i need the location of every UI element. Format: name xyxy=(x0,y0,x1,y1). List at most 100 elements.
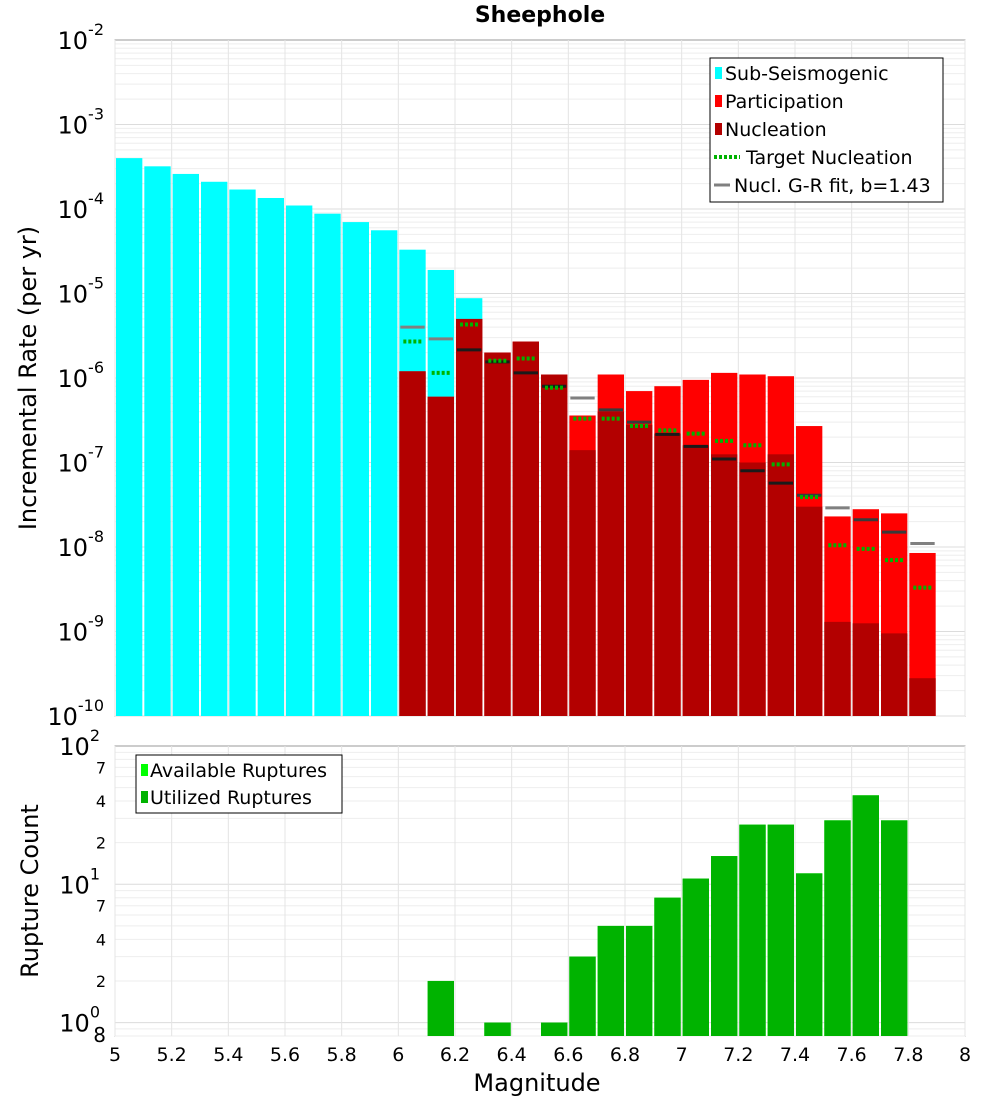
y-tick-label: 10-2 xyxy=(58,20,105,55)
legend-label: Target Nucleation xyxy=(745,147,913,169)
y-tick-label: 7 xyxy=(96,758,106,777)
legend-box xyxy=(709,57,944,203)
x-axis-ticks: 5 5.2 5.4 5.6 5.8 6 6.2 6.4 6.6 6.8 7 7.2 7.4 7.6 7.8 8 xyxy=(109,1044,971,1066)
rate-plot-bars xyxy=(116,158,936,717)
legend-swatch xyxy=(715,95,722,107)
legend-label: Participation xyxy=(725,91,844,113)
legend-swatch xyxy=(715,123,722,135)
utilized-ruptures-bar xyxy=(654,897,681,1036)
y-tick-label: 101 xyxy=(59,864,100,899)
sub-seismogenic-bar xyxy=(257,197,284,716)
utilized-ruptures-bar xyxy=(852,795,879,1036)
legend-label: Nucleation xyxy=(725,119,827,141)
y-tick-label: 2 xyxy=(96,834,106,853)
nucleation-bar xyxy=(824,621,851,716)
utilized-ruptures-bar xyxy=(711,856,738,1036)
sub-seismogenic-bar xyxy=(229,189,256,716)
y-tick-label: 10-10 xyxy=(47,696,104,731)
x-tick-label: 6.6 xyxy=(553,1044,583,1066)
nucleation-bar xyxy=(399,371,426,716)
legend-label: Nucl. G-R fit, b=1.43 xyxy=(734,175,931,197)
rate-plot: 10-2 10-3 10-4 10-5 10-6 10-7 10-8 10-9 10-10 Sh… xyxy=(14,3,966,731)
nucleation-bar xyxy=(682,445,709,716)
y-tick-label: 10-6 xyxy=(58,358,105,393)
nucleation-bar xyxy=(512,341,539,716)
sub-seismogenic-bar xyxy=(371,230,398,716)
sub-seismogenic-bar xyxy=(201,181,228,717)
x-tick-label: 7 xyxy=(676,1044,688,1066)
utilized-ruptures-bar xyxy=(626,925,653,1036)
sub-seismogenic-bar xyxy=(172,173,199,716)
x-tick-label: 6.4 xyxy=(497,1044,527,1066)
x-tick-label: 5.4 xyxy=(213,1044,243,1066)
nucleation-bar xyxy=(569,450,596,716)
y-tick-label: 10-3 xyxy=(58,105,105,140)
utilized-ruptures-bar xyxy=(541,1022,568,1036)
y-tick-label: 2 xyxy=(96,972,106,991)
nucleation-bar xyxy=(739,462,766,716)
utilized-ruptures-bar xyxy=(682,878,709,1036)
nucleation-bar xyxy=(796,506,823,716)
nucleation-bar xyxy=(541,374,568,716)
utilized-ruptures-bar xyxy=(739,824,766,1036)
y-tick-label: 7 xyxy=(96,897,106,916)
legend-label: Available Ruptures xyxy=(150,760,327,782)
legend-box xyxy=(135,754,343,814)
x-axis-label: Magnitude xyxy=(473,1069,600,1097)
legend-swatch xyxy=(141,764,148,776)
nucleation-bar xyxy=(654,433,681,716)
nucleation-bar xyxy=(767,454,794,716)
x-tick-label: 5.8 xyxy=(327,1044,357,1066)
y-tick-label: 4 xyxy=(96,930,106,949)
x-tick-label: 5 xyxy=(109,1044,121,1066)
utilized-ruptures-bar xyxy=(767,824,794,1036)
utilized-ruptures-bar xyxy=(824,820,851,1036)
count-plot-grid xyxy=(114,746,966,1037)
sub-seismogenic-bar xyxy=(342,222,369,716)
rate-legend: Sub-Seismogenic Participation Nucleation Ta… xyxy=(709,57,944,203)
y-tick-label: 8 xyxy=(93,1023,106,1047)
y-tick-label: 10-9 xyxy=(58,612,105,647)
utilized-ruptures-bar xyxy=(597,925,624,1036)
y-tick-label: 10-8 xyxy=(58,527,105,562)
x-tick-label: 7.8 xyxy=(893,1044,923,1066)
x-tick-label: 6 xyxy=(392,1044,404,1066)
y-tick-label: 100 xyxy=(59,1003,100,1038)
sub-seismogenic-bar xyxy=(286,205,313,716)
x-tick-label: 5.2 xyxy=(157,1044,187,1066)
count-y-axis-label: Rupture Count xyxy=(16,804,44,978)
sub-seismogenic-bar xyxy=(314,213,341,716)
utilized-ruptures-bar xyxy=(796,873,823,1036)
nucleation-bar xyxy=(427,396,454,716)
x-tick-label: 8 xyxy=(959,1044,971,1066)
legend-swatch xyxy=(715,67,722,79)
y-tick-label: 10-7 xyxy=(58,443,105,478)
count-legend: Available Ruptures Utilized Ruptures xyxy=(135,754,343,814)
utilized-ruptures-bar xyxy=(427,980,454,1036)
utilized-ruptures-bar xyxy=(881,820,908,1036)
x-tick-label: 6.2 xyxy=(440,1044,470,1066)
x-tick-label: 7.6 xyxy=(837,1044,867,1066)
y-tick-label: 10-5 xyxy=(58,274,105,309)
utilized-ruptures-bar xyxy=(569,956,596,1036)
legend-label: Sub-Seismogenic xyxy=(725,63,889,85)
x-tick-label: 6.8 xyxy=(610,1044,640,1066)
x-tick-label: 7.2 xyxy=(723,1044,753,1066)
nucleation-bar xyxy=(597,411,624,716)
legend-label: Utilized Ruptures xyxy=(150,787,312,809)
y-tick-label: 102 xyxy=(59,726,100,761)
sub-seismogenic-bar xyxy=(144,166,171,716)
nucleation-bar xyxy=(881,633,908,716)
x-tick-label: 5.6 xyxy=(270,1044,300,1066)
rate-plot-y-ticks: 10-2 10-3 10-4 10-5 10-6 10-7 10-8 10-9 10-10 xyxy=(47,20,104,731)
sub-seismogenic-bar xyxy=(116,158,143,717)
nucleation-bar xyxy=(909,678,936,716)
rate-y-axis-label: Incremental Rate (per yr) xyxy=(14,226,42,530)
rate-plot-markers xyxy=(400,322,935,590)
x-tick-label: 7.4 xyxy=(780,1044,810,1066)
nucleation-bar xyxy=(626,424,653,716)
nucleation-bar xyxy=(852,623,879,716)
